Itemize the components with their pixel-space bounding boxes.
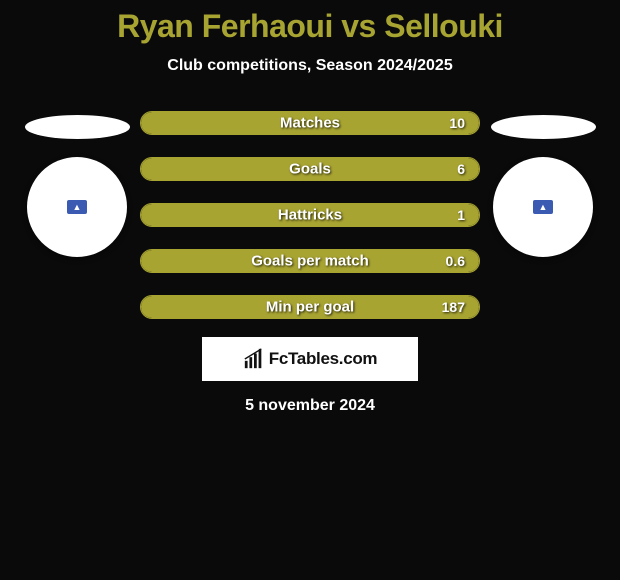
comparison-row: ▲ Matches 10 Goals 6 Hattricks 1 [0, 111, 620, 319]
stat-value: 10 [449, 115, 465, 131]
player-shadow-right [491, 115, 596, 139]
stats-bars: Matches 10 Goals 6 Hattricks 1 Goals per… [137, 111, 483, 319]
footer-date: 5 november 2024 [245, 397, 375, 415]
stat-label: Goals [289, 161, 331, 178]
stat-bar-matches: Matches 10 [140, 111, 480, 135]
stat-value: 1 [457, 207, 465, 223]
image-glyph: ▲ [73, 202, 82, 212]
player-shadow-left [25, 115, 130, 139]
stat-bar-hattricks: Hattricks 1 [140, 203, 480, 227]
brand-chart-icon [243, 348, 265, 370]
stat-label: Goals per match [251, 253, 369, 270]
brand-badge[interactable]: FcTables.com [202, 337, 418, 381]
left-player-column: ▲ [17, 111, 137, 257]
stat-label: Min per goal [266, 299, 354, 316]
image-glyph: ▲ [539, 202, 548, 212]
stat-bar-goals-per-match: Goals per match 0.6 [140, 249, 480, 273]
stat-value: 187 [442, 299, 465, 315]
stat-value: 6 [457, 161, 465, 177]
image-placeholder-icon: ▲ [67, 200, 87, 214]
stat-label: Hattricks [278, 207, 342, 224]
image-placeholder-icon: ▲ [533, 200, 553, 214]
stat-bar-min-per-goal: Min per goal 187 [140, 295, 480, 319]
club-badge-right: ▲ [493, 157, 593, 257]
club-badge-left: ▲ [27, 157, 127, 257]
page-title: Ryan Ferhaoui vs Sellouki [117, 8, 503, 45]
page-subtitle: Club competitions, Season 2024/2025 [167, 57, 452, 75]
stat-value: 0.6 [446, 253, 465, 269]
right-player-column: ▲ [483, 111, 603, 257]
stat-bar-goals: Goals 6 [140, 157, 480, 181]
brand-name: FcTables.com [269, 349, 378, 369]
stat-label: Matches [280, 115, 340, 132]
comparison-card: Ryan Ferhaoui vs Sellouki Club competiti… [0, 0, 620, 415]
